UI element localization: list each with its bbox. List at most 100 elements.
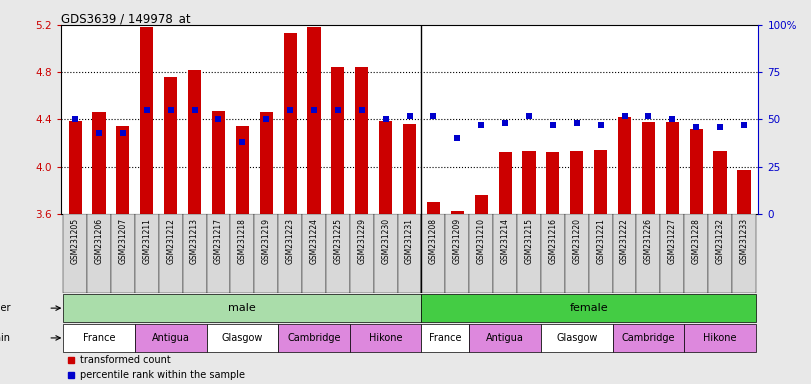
Text: GSM231227: GSM231227 <box>667 218 677 264</box>
Bar <box>92 112 105 214</box>
Bar <box>135 324 207 352</box>
Bar <box>350 214 374 293</box>
Bar <box>666 122 679 214</box>
Bar <box>69 121 82 214</box>
Point <box>522 113 535 119</box>
Point <box>117 129 130 136</box>
Point <box>689 124 702 130</box>
Text: GSM231226: GSM231226 <box>644 218 653 264</box>
Point <box>140 107 153 113</box>
Bar <box>63 324 135 352</box>
Text: GSM231212: GSM231212 <box>166 218 175 263</box>
Bar <box>355 68 368 214</box>
Point <box>714 124 727 130</box>
Bar <box>284 33 297 214</box>
Text: France: France <box>83 333 115 343</box>
Bar <box>307 27 320 214</box>
Bar <box>422 214 445 293</box>
Text: GSM231218: GSM231218 <box>238 218 247 263</box>
Bar <box>541 324 612 352</box>
Bar <box>684 324 756 352</box>
Text: GSM231214: GSM231214 <box>500 218 509 264</box>
Text: GSM231208: GSM231208 <box>429 218 438 264</box>
Text: strain: strain <box>0 333 11 343</box>
Text: Glasgow: Glasgow <box>221 333 263 343</box>
Text: GSM231219: GSM231219 <box>262 218 271 264</box>
Text: GSM231220: GSM231220 <box>573 218 581 264</box>
Bar <box>212 111 225 214</box>
Bar <box>111 214 135 293</box>
Text: Hikone: Hikone <box>703 333 737 343</box>
Text: GSM231205: GSM231205 <box>71 218 79 264</box>
Bar <box>445 214 470 293</box>
Point <box>92 129 105 136</box>
Bar <box>522 151 535 214</box>
Bar <box>470 324 541 352</box>
Text: male: male <box>229 303 256 313</box>
Text: GDS3639 / 149978_at: GDS3639 / 149978_at <box>61 12 191 25</box>
Text: GSM231225: GSM231225 <box>333 218 342 264</box>
Text: GSM231215: GSM231215 <box>525 218 534 264</box>
Text: GSM231232: GSM231232 <box>715 218 724 264</box>
Text: GSM231231: GSM231231 <box>405 218 414 264</box>
Text: Hikone: Hikone <box>369 333 402 343</box>
Text: Cambridge: Cambridge <box>287 333 341 343</box>
Bar <box>570 151 583 214</box>
Bar <box>164 77 178 214</box>
Point <box>594 122 607 128</box>
Bar <box>332 68 345 214</box>
Point <box>332 107 345 113</box>
Bar <box>236 126 249 214</box>
Point <box>69 116 82 122</box>
Point <box>260 116 272 122</box>
Bar <box>732 214 756 293</box>
Point <box>380 116 393 122</box>
Point <box>499 120 512 126</box>
Bar <box>714 151 727 214</box>
Bar <box>63 214 87 293</box>
Text: GSM231216: GSM231216 <box>548 218 557 264</box>
Point <box>403 113 416 119</box>
Bar <box>589 214 612 293</box>
Text: GSM231222: GSM231222 <box>620 218 629 263</box>
Text: GSM231223: GSM231223 <box>285 218 294 264</box>
Point <box>570 120 583 126</box>
Bar <box>612 324 684 352</box>
Bar <box>278 324 350 352</box>
Point <box>307 107 320 113</box>
Point <box>188 107 201 113</box>
Bar <box>255 214 278 293</box>
Text: GSM231221: GSM231221 <box>596 218 605 263</box>
Text: GSM231233: GSM231233 <box>740 218 749 264</box>
Bar <box>207 324 278 352</box>
Bar <box>612 214 637 293</box>
Text: GSM231228: GSM231228 <box>692 218 701 263</box>
Bar <box>182 214 207 293</box>
Bar <box>470 214 493 293</box>
Bar <box>541 214 564 293</box>
Text: gender: gender <box>0 303 11 313</box>
Bar <box>618 117 631 214</box>
Bar <box>660 214 684 293</box>
Point <box>451 135 464 141</box>
Bar <box>642 122 655 214</box>
Text: GSM231206: GSM231206 <box>95 218 104 264</box>
Text: GSM231211: GSM231211 <box>142 218 152 263</box>
Text: GSM231224: GSM231224 <box>310 218 319 264</box>
Bar <box>737 170 750 214</box>
Bar <box>422 294 756 323</box>
Point <box>474 122 487 128</box>
Point <box>427 113 440 119</box>
Point <box>164 107 177 113</box>
Bar <box>427 202 440 214</box>
Bar <box>547 152 560 214</box>
Bar <box>708 214 732 293</box>
Text: GSM231217: GSM231217 <box>214 218 223 264</box>
Text: female: female <box>569 303 608 313</box>
Point <box>642 113 655 119</box>
Bar <box>116 126 130 214</box>
Bar <box>260 112 272 214</box>
Bar <box>207 214 230 293</box>
Bar <box>188 70 201 214</box>
Bar <box>159 214 182 293</box>
